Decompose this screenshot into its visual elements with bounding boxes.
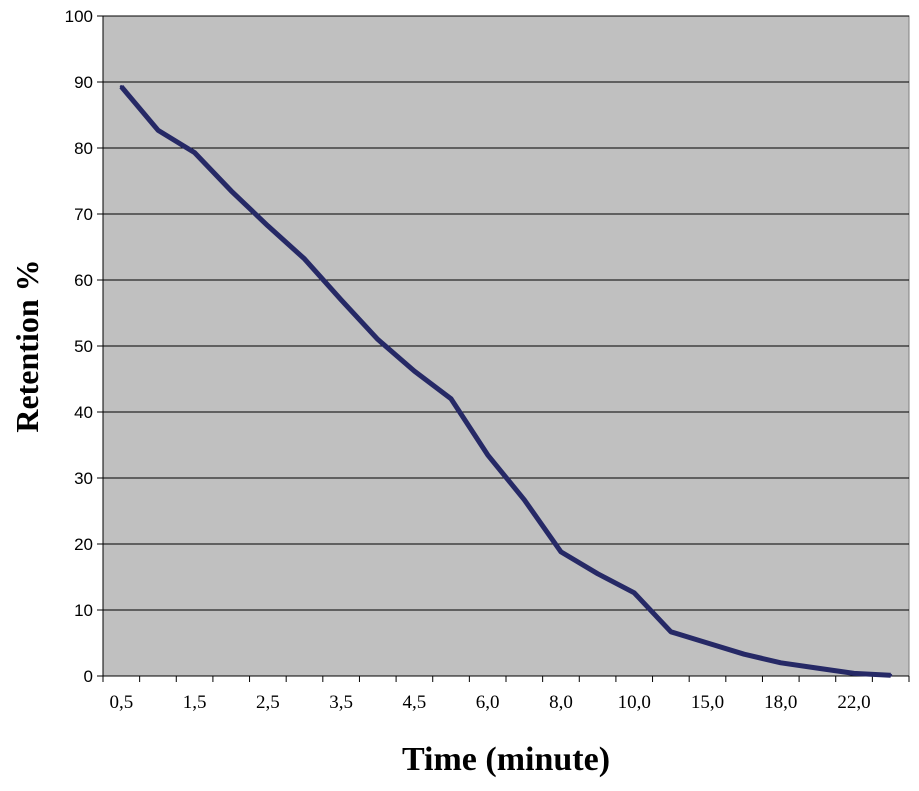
x-tick-label-18-0: 18,0: [764, 692, 797, 713]
y-tick-label-30: 30: [74, 469, 93, 488]
x-tick-label-22-0: 22,0: [837, 692, 870, 713]
x-tick-label-10-0: 10,0: [618, 692, 651, 713]
data-point-2-5: [266, 224, 270, 228]
x-tick-label-6-0: 6,0: [476, 692, 500, 713]
y-tick-label-100: 100: [65, 7, 93, 26]
data-point-20-0: [815, 666, 819, 670]
x-tick-label-8-0: 8,0: [549, 692, 573, 713]
data-point-8-0: [559, 550, 563, 554]
series-line-0: [119, 84, 891, 678]
y-tick-label-60: 60: [74, 271, 93, 290]
data-point-18-0: [779, 661, 783, 665]
x-tick-label-3-5: 3,5: [329, 692, 353, 713]
data-point-1-0: [156, 128, 160, 132]
x-axis-ticks: 0,5 1,5 2,5 3,5 4,5 6,0 8,0 10,0 15,0 18,0 22,0: [102, 676, 910, 713]
y-tick-label-40: 40: [74, 403, 93, 422]
data-point-4-5: [412, 369, 416, 373]
data-point-3-5: [339, 298, 343, 302]
y-tick-label-80: 80: [74, 139, 93, 158]
data-point-5-0: [449, 397, 453, 401]
y-axis-title: Retention %: [9, 259, 45, 432]
y-tick-label-90: 90: [74, 73, 93, 92]
series-group: [119, 84, 893, 678]
y-tick-label-0: 0: [84, 667, 93, 686]
x-tick-label-2-5: 2,5: [256, 692, 280, 713]
y-tick-label-10: 10: [74, 601, 93, 620]
data-point-9-0: [596, 572, 600, 576]
data-point-4-0: [376, 337, 380, 341]
x-tick-label-4-5: 4,5: [403, 692, 427, 713]
x-tick-label-15-0: 15,0: [691, 692, 724, 713]
y-tick-label-50: 50: [74, 337, 93, 356]
data-point-24-0: [889, 673, 893, 677]
gridlines: [103, 15, 909, 611]
x-tick-label-1-5: 1,5: [183, 692, 207, 713]
x-axis-title: Time (minute): [402, 741, 610, 778]
data-point-22-0: [852, 671, 856, 675]
data-point-12-0: [669, 630, 673, 634]
data-point-0-5: [119, 85, 123, 89]
y-tick-label-20: 20: [74, 535, 93, 554]
x-tick-label-0-5: 0,5: [109, 692, 133, 713]
y-axis-ticks: 0 10 20 30 40 50 60 70 80 90 100: [65, 7, 103, 686]
data-point-1-5: [193, 151, 197, 155]
data-point-2-0: [229, 189, 233, 193]
data-point-3-0: [303, 257, 306, 261]
y-tick-label-70: 70: [74, 205, 93, 224]
data-point-16-0: [742, 652, 746, 656]
data-point-10-0: [632, 591, 636, 595]
data-point-7-0: [522, 498, 526, 502]
data-point-15-0: [706, 641, 709, 645]
data-point-6-0: [486, 453, 490, 457]
